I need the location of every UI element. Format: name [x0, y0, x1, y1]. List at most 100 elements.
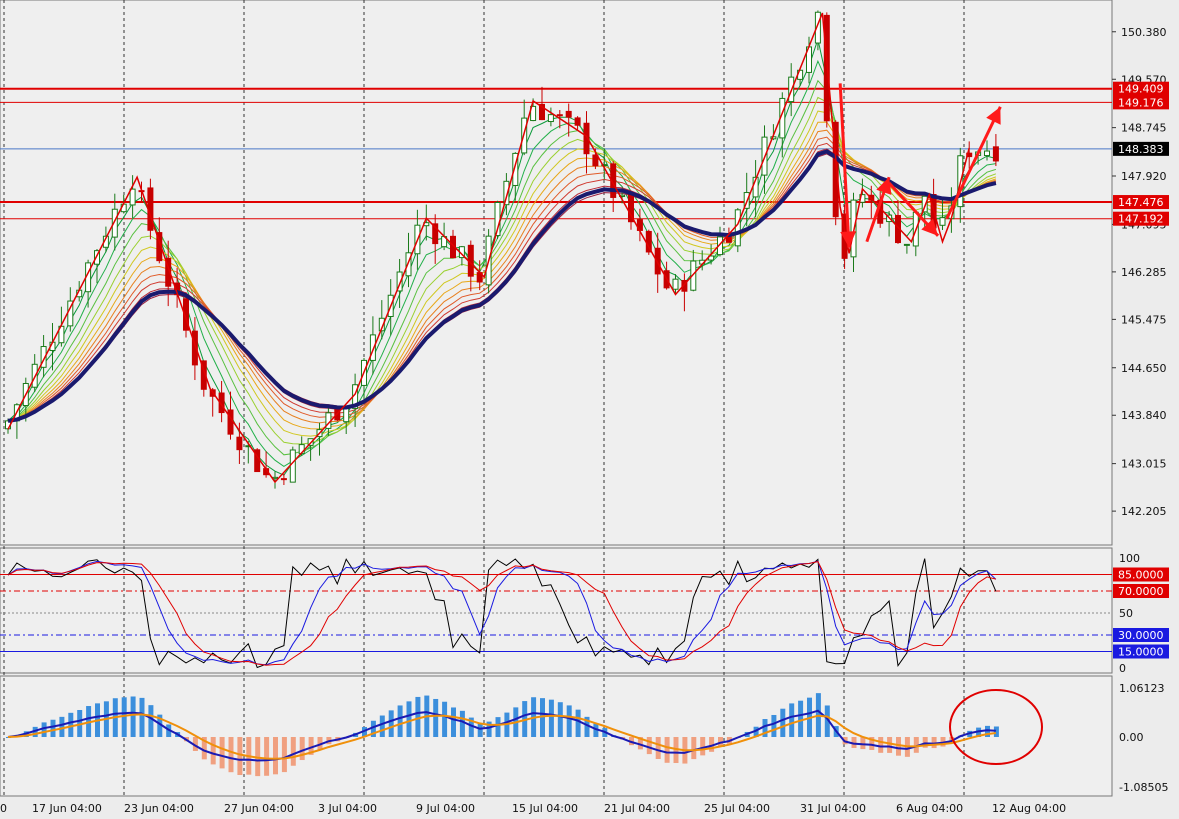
ribbon-line: [7, 136, 997, 422]
price-tag-label: 147.192: [1118, 213, 1164, 226]
arrow-head: [921, 218, 939, 236]
stoch-line: [7, 558, 997, 669]
price-tag-bg: [1113, 195, 1169, 210]
macd-tick-label: -1.08505: [1119, 781, 1168, 794]
macd-bar: [148, 705, 154, 737]
price-tick-label: 143.015: [1121, 458, 1167, 471]
trend-arrows: [838, 83, 1002, 248]
candle-body: [378, 317, 385, 332]
macd-bar: [281, 737, 287, 773]
candle-body: [734, 209, 741, 247]
highlight-circle: [949, 689, 1043, 765]
macd-bar: [753, 726, 759, 737]
macd-bar: [584, 716, 590, 737]
macd-bar: [913, 737, 919, 753]
macd-bar: [691, 737, 697, 760]
candle-body: [921, 195, 928, 213]
macd-bar: [317, 737, 323, 750]
price-tick-label: 147.920: [1121, 170, 1167, 183]
candle-body: [583, 122, 590, 155]
macd-bar: [397, 705, 403, 737]
macd-bar: [789, 703, 795, 737]
stoch-tag-label: 30.0000: [1118, 629, 1164, 642]
macd-bar: [646, 737, 652, 755]
macd-bar: [486, 721, 492, 737]
macd-bar: [219, 737, 225, 769]
macd-bar: [157, 714, 163, 737]
price-tag-bg: [1113, 95, 1169, 110]
macd-bar: [50, 719, 56, 737]
candle-body: [717, 236, 723, 256]
candle-body: [512, 152, 519, 186]
zigzag-lines: [7, 12, 970, 484]
candle-body: [369, 334, 376, 361]
arrow-head: [876, 177, 892, 195]
stochastic-oscillator: [0, 558, 1112, 669]
price-tag-label: 149.409: [1118, 83, 1164, 96]
arrow-head: [840, 231, 857, 248]
stoch-tag-label: 85.0000: [1118, 569, 1164, 582]
macd-bar: [130, 696, 136, 737]
price-tick-label: 142.205: [1121, 505, 1167, 518]
stoch-tick-label: 100: [1119, 552, 1140, 565]
time-tick-label: 12 Aug 04:00: [992, 802, 1066, 815]
macd-bar: [273, 737, 278, 775]
candle-body: [939, 217, 946, 226]
time-tick-label: 0: [0, 802, 7, 815]
time-axis: 0 17 Jun 04:00 23 Jun 04:00 27 Jun 04:00 3 J…: [0, 802, 1066, 815]
price-tag-bg: [1113, 211, 1169, 226]
price-tick-label: 144.650: [1121, 362, 1167, 375]
macd-bar: [477, 723, 483, 737]
macd-bar: [468, 717, 474, 737]
price-tick-label: 145.475: [1121, 313, 1167, 326]
stoch-line: [7, 561, 997, 666]
macd-bar: [851, 737, 857, 748]
ribbon-line: [7, 121, 997, 430]
macd-bar: [459, 710, 465, 737]
time-tick-label: 15 Jul 04:00: [512, 802, 578, 815]
candle-body: [200, 360, 207, 390]
macd-bar: [495, 717, 501, 737]
stoch-tick-label: 50: [1119, 607, 1133, 620]
macd-bar: [290, 737, 296, 766]
candle-body: [94, 250, 100, 265]
arrow-shaft: [945, 106, 1002, 219]
time-tick-label: 9 Jul 04:00: [416, 802, 475, 815]
price-tick-label: 148.745: [1121, 122, 1167, 135]
macd-bar: [41, 722, 47, 737]
price-tick-label: 150.380: [1121, 26, 1167, 39]
macd-bar: [32, 726, 38, 737]
candle-body: [984, 150, 990, 157]
macd-bar: [869, 737, 875, 750]
time-tick-label: 27 Jun 04:00: [224, 802, 294, 815]
candle-body: [432, 223, 439, 245]
current-price-tag-bg: [1113, 141, 1169, 156]
time-tick-label: 31 Jul 04:00: [800, 802, 866, 815]
macd-bar: [985, 725, 990, 737]
macd-bar: [237, 737, 243, 776]
macd-bar: [637, 737, 643, 750]
candle-body: [654, 247, 661, 275]
macd-bar: [780, 708, 786, 737]
candle-body: [556, 114, 563, 117]
time-tick-label: 23 Jun 04:00: [124, 802, 194, 815]
macd-bar: [824, 705, 830, 737]
macd-axis: 1.06123 0.00 -1.08505: [1119, 682, 1168, 794]
macd-bar: [255, 737, 261, 777]
candle-body: [227, 409, 234, 435]
candle-body: [405, 252, 412, 277]
macd-bar: [709, 737, 715, 752]
macd-bar: [379, 715, 385, 737]
time-tick-label: 17 Jun 04:00: [32, 802, 102, 815]
time-tick-label: 3 Jul 04:00: [318, 802, 377, 815]
macd-panel-bg: [0, 675, 1113, 797]
macd-bar: [210, 737, 216, 765]
ribbon-line: [7, 129, 997, 424]
arrow-head: [986, 106, 1001, 125]
macd-bar: [664, 737, 670, 763]
macd-bar: [673, 737, 679, 764]
candle-body: [396, 271, 403, 292]
price-tick-label: 143.840: [1121, 409, 1167, 422]
macd-bar: [566, 705, 572, 737]
